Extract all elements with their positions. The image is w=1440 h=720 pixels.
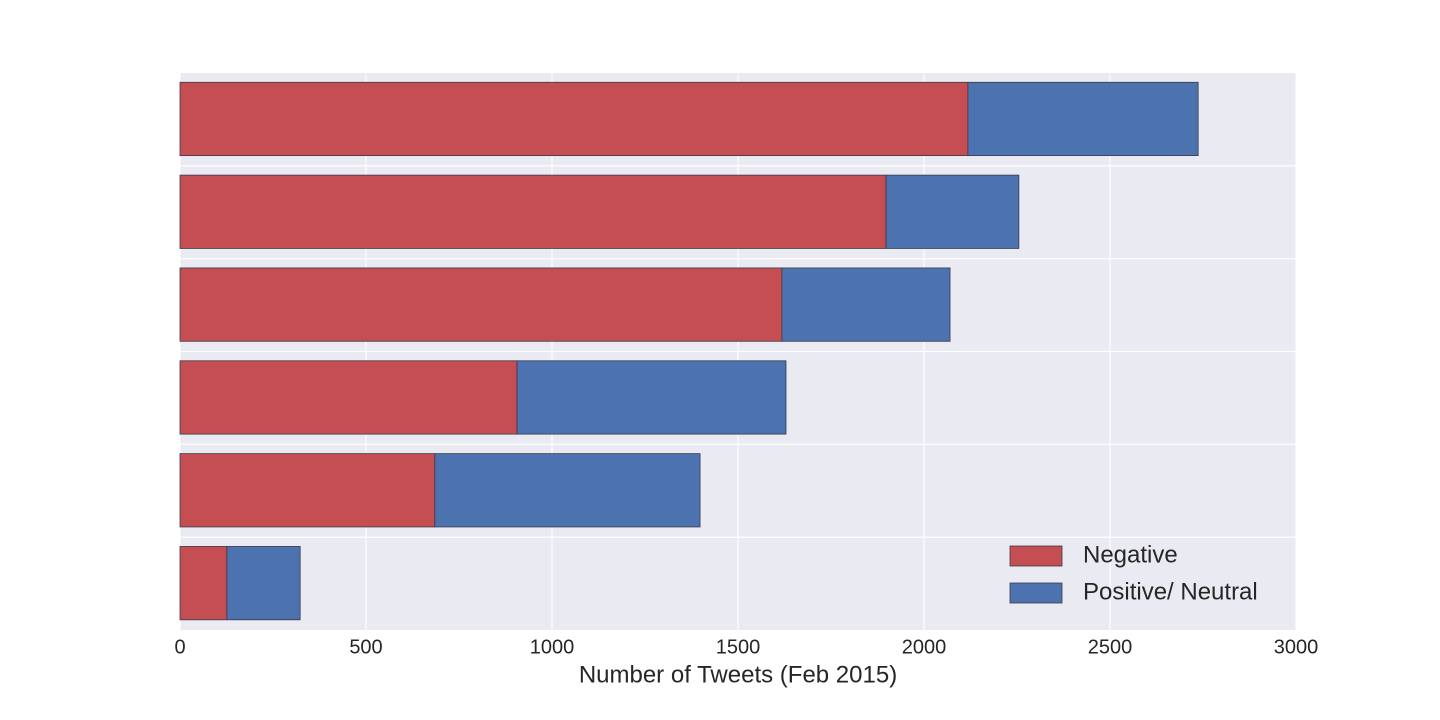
x-tick-label: 1000: [530, 636, 575, 658]
bar: [179, 360, 518, 435]
bar: [885, 174, 1020, 249]
x-tick-label: 1500: [716, 636, 761, 658]
bar: [179, 267, 783, 342]
x-tick-label: 500: [349, 636, 382, 658]
bar: [226, 546, 301, 621]
x-tick-label: 0: [174, 636, 185, 658]
legend-swatch: [1009, 545, 1063, 567]
x-tick-label: 3000: [1274, 636, 1319, 658]
x-tick-label: 2000: [902, 636, 947, 658]
bar: [179, 174, 887, 249]
legend-label: Negative: [1083, 541, 1178, 568]
legend-label: Positive/ Neutral: [1083, 578, 1258, 605]
bar: [179, 81, 969, 157]
x-tick-label: 2500: [1088, 636, 1133, 658]
x-axis-label: Number of Tweets (Feb 2015): [579, 661, 897, 688]
bar: [179, 453, 436, 528]
bar: [434, 453, 701, 528]
bar: [967, 81, 1199, 157]
bar: [179, 546, 228, 621]
legend-swatch: [1009, 582, 1063, 604]
bar: [781, 267, 951, 342]
bar: [516, 360, 787, 435]
